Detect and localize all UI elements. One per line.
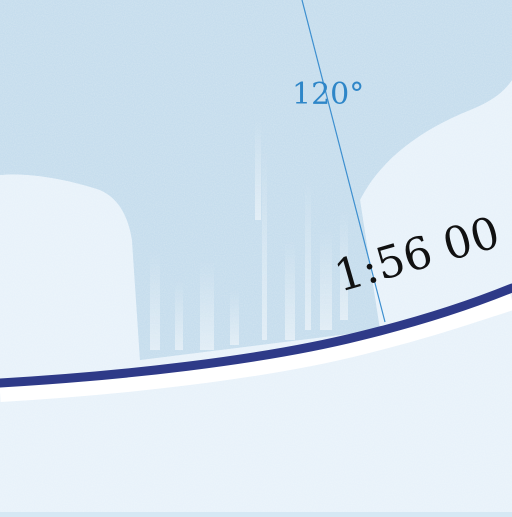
map-border-line: [0, 283, 512, 388]
border-halo: [0, 290, 512, 402]
meridian-line: [301, 0, 386, 323]
meridian-label: 120°: [292, 77, 364, 112]
